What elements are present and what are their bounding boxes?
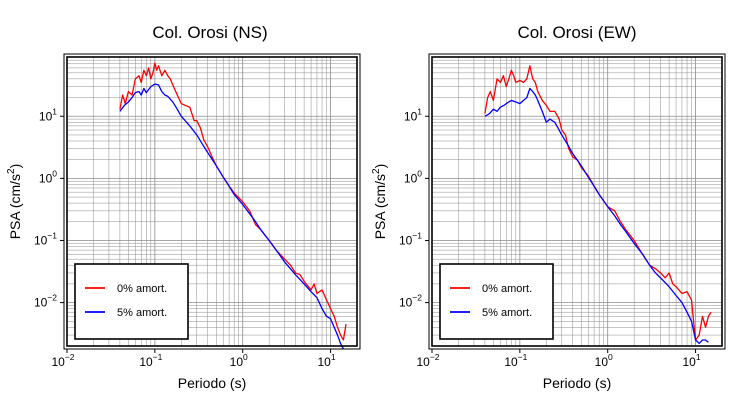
x-axis-label: Periodo (s) <box>178 375 246 391</box>
x-tick-label: 101 <box>318 352 336 369</box>
plot-frame <box>431 56 723 347</box>
legend-label: 5% amort. <box>482 307 532 319</box>
chart-panel-1: 10−2 10−1 100 101 10−2 10−1 100 101 Col. Orosi (… <box>6 23 361 391</box>
plot-frame-outer <box>428 53 726 350</box>
x-tick-label: 100 <box>595 352 613 369</box>
x-tick-label: 10−2 <box>416 352 439 369</box>
y-axis-label: PSA (cm/s2) <box>6 164 23 240</box>
x-tick-label: 10−1 <box>139 352 162 369</box>
chart-panel-2: 10−2 10−1 100 101 10−2 10−1 100 101 Col. Orosi (… <box>371 23 726 391</box>
plot-frame-outer <box>63 53 361 350</box>
series-line-damping-0 <box>484 65 712 341</box>
chart-title: Col. Orosi (NS) <box>152 23 267 42</box>
legend: 0% amort. 5% amort. <box>439 263 554 340</box>
legend: 0% amort. 5% amort. <box>74 263 189 340</box>
legend-box <box>439 263 554 340</box>
legend-label: 0% amort. <box>482 283 532 295</box>
y-tick-label: 10−2 <box>399 293 422 310</box>
y-tick-label: 10−1 <box>34 230 57 247</box>
y-axis-label: PSA (cm/s2) <box>371 164 388 240</box>
y-tick-label: 100 <box>404 168 422 185</box>
legend-label: 0% amort. <box>117 283 167 295</box>
series-line-damping-0 <box>119 62 347 341</box>
y-tick-label: 10−1 <box>399 230 422 247</box>
y-tick-label: 101 <box>39 106 57 123</box>
x-tick-label: 10−1 <box>504 352 527 369</box>
chart-title: Col. Orosi (EW) <box>518 23 637 42</box>
y-tick-label: 101 <box>404 106 422 123</box>
y-tick-label: 100 <box>39 168 57 185</box>
legend-label: 5% amort. <box>117 307 167 319</box>
legend-box <box>74 263 189 340</box>
x-tick-label: 101 <box>683 352 701 369</box>
x-tick-label: 10−2 <box>51 352 74 369</box>
series-line-damping-5 <box>484 87 709 345</box>
x-axis-label: Periodo (s) <box>543 375 611 391</box>
y-tick-label: 10−2 <box>34 293 57 310</box>
plot-frame <box>66 56 358 347</box>
series-line-damping-5 <box>119 83 344 350</box>
x-tick-label: 100 <box>230 352 248 369</box>
